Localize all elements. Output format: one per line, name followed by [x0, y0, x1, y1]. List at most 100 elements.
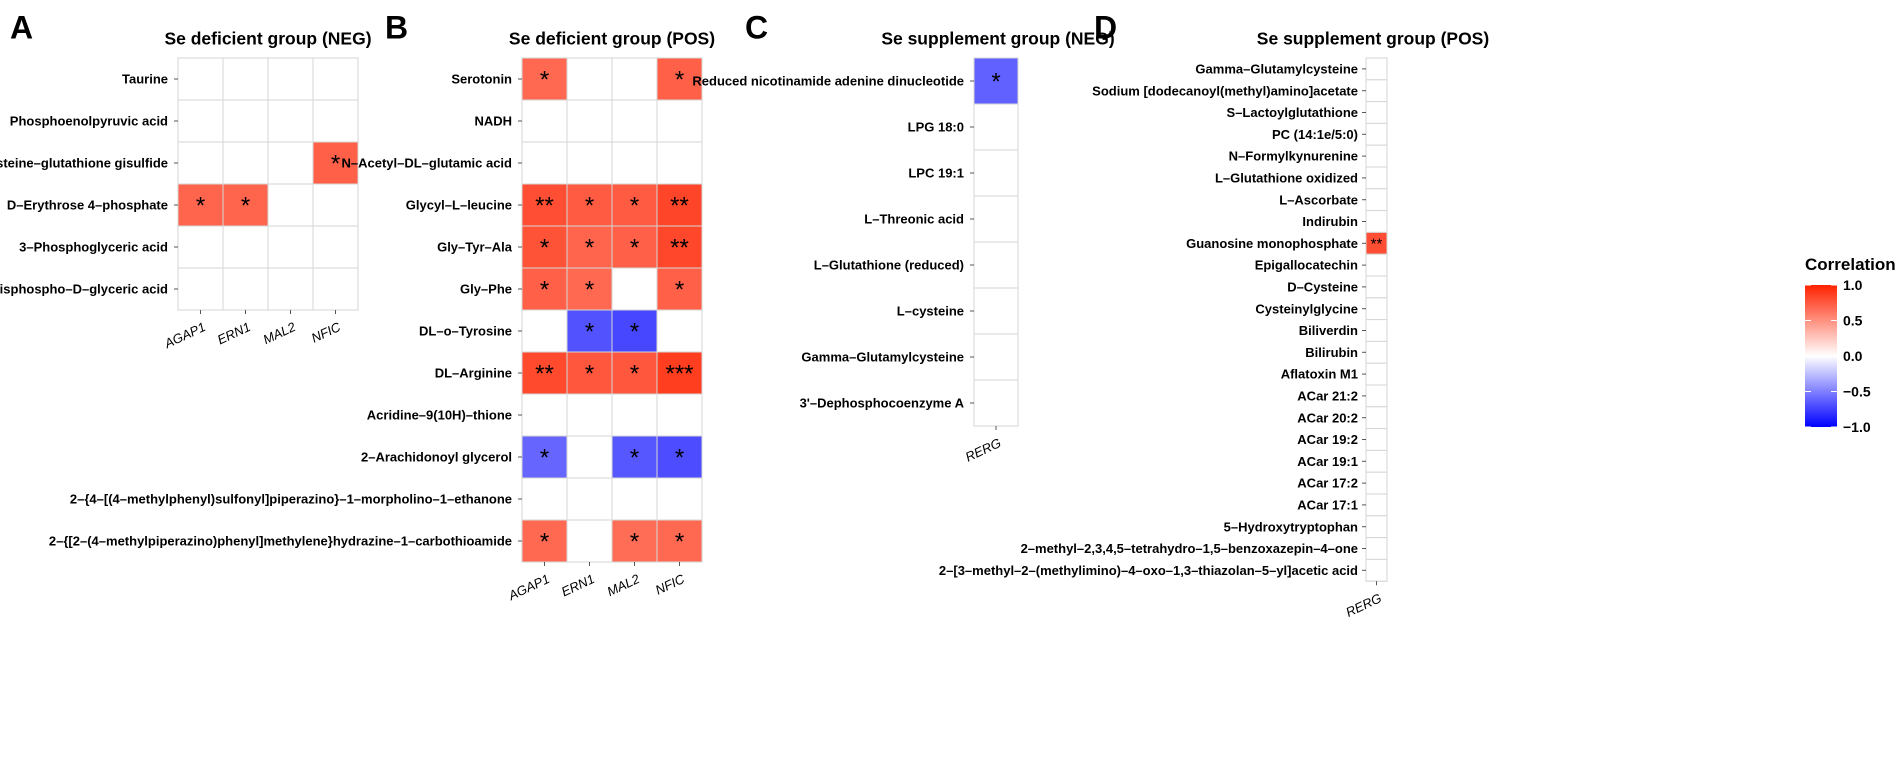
- row-label: DL–Arginine: [435, 366, 512, 381]
- significance-label: *: [630, 235, 639, 262]
- row-label: L–Cysteine–glutathione gisulfide: [0, 156, 168, 171]
- heatmap-cell: [1365, 122, 1388, 146]
- column-label: MAL2: [605, 571, 643, 599]
- significance-label: *: [675, 445, 684, 472]
- panel-title: Se supplement group (POS): [1257, 29, 1489, 49]
- heatmap-cell: [267, 267, 314, 311]
- heatmap-cell: [1365, 340, 1388, 364]
- column-label: MAL2: [261, 319, 299, 347]
- significance-label: *: [585, 361, 594, 388]
- row-label: DL–o–Tyrosine: [419, 324, 512, 339]
- panel-d: D Se supplement group (POS) ** Gamma–Glutam…: [939, 9, 1489, 619]
- heatmap-cell: [1365, 79, 1388, 103]
- column-label: ERN1: [559, 571, 597, 599]
- row-label: L–Threonic acid: [864, 212, 964, 227]
- panel-title: Se supplement group (NEG): [881, 29, 1114, 49]
- panel-b: B Se deficient group (POS)* *** * * *** * * *** *…: [49, 9, 715, 603]
- row-label: Serotonin: [451, 72, 512, 87]
- heatmap-cell: [267, 141, 314, 185]
- row-label: Taurine: [122, 72, 168, 87]
- row-label: D–Cysteine: [1287, 279, 1358, 294]
- significance-label: **: [535, 361, 554, 388]
- heatmap-cell: [973, 241, 1019, 289]
- column-label: RERG: [963, 435, 1003, 464]
- row-label: LPC 19:1: [908, 166, 964, 181]
- heatmap-cell: [656, 57, 703, 101]
- significance-label: *: [991, 69, 1000, 96]
- row-label: Glycyl–L–leucine: [406, 198, 512, 213]
- significance-label: *: [675, 277, 684, 304]
- heatmap-cell: [267, 57, 314, 101]
- row-label: ACar 21:2: [1297, 388, 1358, 403]
- heatmap-cell: [611, 393, 658, 437]
- row-label: NADH: [474, 114, 512, 129]
- heatmap-cell: [1365, 210, 1388, 233]
- significance-label: *: [331, 151, 340, 178]
- heatmap-cell: [1365, 275, 1388, 299]
- heatmap-cell: [973, 333, 1019, 381]
- column-label: ERN1: [215, 319, 253, 347]
- row-label: ACar 17:1: [1297, 497, 1358, 512]
- row-label: 2–[3–methyl–2–(methylimino)–4–oxo–1,3–th…: [939, 563, 1358, 578]
- heatmap-cell: [222, 225, 269, 269]
- heatmap-cell: [566, 99, 613, 143]
- heatmap-cell: [656, 99, 703, 143]
- heatmap-cell: [973, 57, 1019, 105]
- heatmap-cell: [177, 57, 224, 101]
- row-label: Indirubin: [1302, 214, 1358, 229]
- row-label: Bilirubin: [1305, 345, 1358, 360]
- heatmap-cell: [1365, 406, 1388, 430]
- row-label: 2–{4–[(4–methylphenyl)sulfonyl]piperazin…: [70, 492, 512, 507]
- row-label: 2–Arachidonoyl glycerol: [361, 450, 512, 465]
- legend-ticks: 1.0 0.5 0.0 −0.5 −1.0: [1805, 277, 1871, 435]
- significance-label: *: [196, 193, 205, 220]
- significance-label: *: [540, 67, 549, 94]
- significance-label: *: [585, 319, 594, 346]
- column-label: NFIC: [309, 319, 343, 346]
- row-label: S–Lactoylglutathione: [1227, 105, 1358, 120]
- color-legend: Correlation 1.0 0.5 0.0 −0.5 −1.0: [1805, 255, 1896, 435]
- significance-label: *: [540, 235, 549, 262]
- heatmap-cell: [973, 103, 1019, 151]
- heatmap-cell: [1365, 493, 1388, 517]
- heatmap-cell: [611, 267, 658, 311]
- significance-label: *: [585, 193, 594, 220]
- heatmap-cell: [312, 183, 359, 227]
- row-label: 2,3–Bisphospho–D–glyceric acid: [0, 282, 168, 297]
- panel-letter: A: [10, 9, 33, 45]
- heatmap-cell: [566, 519, 613, 563]
- heatmap-cell: [177, 183, 224, 227]
- heatmap-cell: [1365, 188, 1388, 212]
- heatmap-cell: [973, 287, 1019, 335]
- significance-label: **: [535, 193, 554, 220]
- heatmap-cell: [1365, 428, 1388, 451]
- significance-label: *: [675, 67, 684, 94]
- panel-title: Se deficient group (POS): [509, 29, 715, 49]
- legend-tick-label: 0.5: [1843, 313, 1863, 329]
- heatmap-cell: [611, 141, 658, 185]
- heatmap-cell: [1365, 515, 1388, 539]
- heatmap-cell: [312, 141, 359, 185]
- heatmap-cell: [611, 477, 658, 521]
- row-label: 2–{[2–(4–methylpiperazino)phenyl]methyle…: [49, 534, 512, 549]
- row-label: Gly–Phe: [460, 282, 512, 297]
- heatmap-cell: [1365, 166, 1388, 190]
- heatmap-cell: [566, 351, 613, 395]
- significance-label: *: [585, 277, 594, 304]
- heatmap-border: [521, 57, 703, 563]
- heatmap-cell: [656, 477, 703, 521]
- row-label: Acridine–9(10H)–thione: [367, 408, 512, 423]
- legend-tick-label: −0.5: [1843, 384, 1871, 400]
- legend-tick-label: 1.0: [1843, 277, 1863, 293]
- significance-label: *: [540, 277, 549, 304]
- row-label: Gly–Tyr–Ala: [437, 240, 513, 255]
- panel-title: Se deficient group (NEG): [164, 29, 371, 49]
- row-label: N–Acetyl–DL–glutamic acid: [341, 156, 512, 171]
- significance-label: *: [241, 193, 250, 220]
- row-label: L–Glutathione (reduced): [814, 258, 964, 273]
- heatmap-cell: [611, 225, 658, 269]
- heatmap-cell: [656, 309, 703, 353]
- heatmap-cell: [566, 267, 613, 311]
- heatmap-cell: [1365, 384, 1388, 408]
